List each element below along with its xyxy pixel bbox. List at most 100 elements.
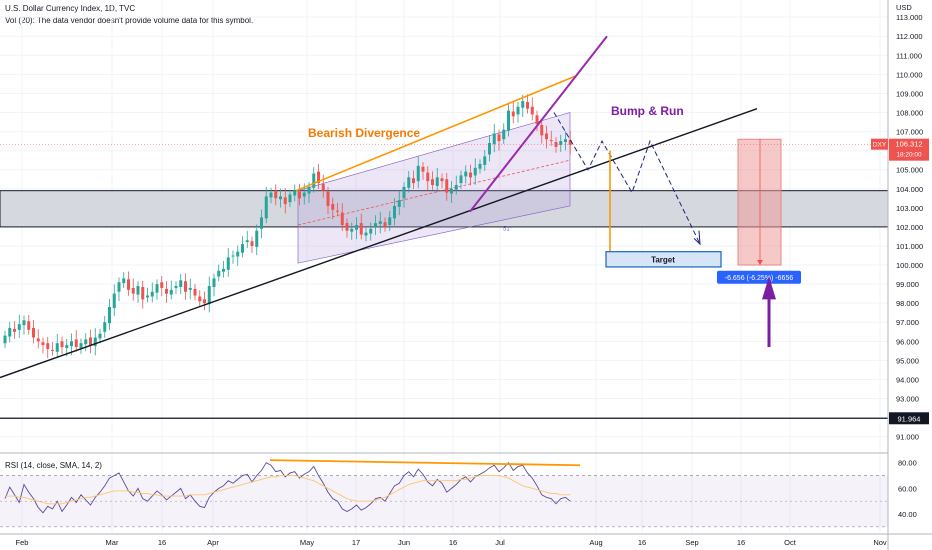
x-tick-label: 16 [449,538,457,547]
candle-body [388,217,392,225]
candle-body [317,171,320,184]
y-tick-label: 108.000 [896,109,923,118]
candle-body [492,133,496,144]
rsi-sma-line [5,475,571,505]
candle-body [150,291,154,297]
candle-body [369,228,373,234]
candle-body [454,184,458,190]
x-tick-label: Sep [685,538,698,547]
candle-body [502,129,506,140]
candle-body [51,349,54,351]
purple-arrow-head [762,276,776,300]
candle-body [478,163,482,169]
zones: 51° [0,112,889,266]
candle-body [359,223,363,235]
candle-body [27,321,31,330]
candle-body [383,222,387,227]
candle-body [146,295,149,298]
candle-body [165,288,168,294]
candle-body [488,143,491,155]
candle-body [112,293,116,308]
candle-body [469,172,472,178]
x-tick-label: Apr [207,538,219,547]
candle-body [22,320,26,326]
candle-body [279,196,282,200]
candle-body [131,287,135,294]
candle-body [245,240,249,243]
candle-body [293,190,297,196]
rsi-y-tick: 80.00 [898,459,917,468]
rsi-pane: RSI (14, close, SMA, 14, 2) [0,459,888,528]
bar-countdown: 18:20:00 [896,152,922,159]
candle-body [184,281,187,292]
candle-body [122,278,126,284]
candle-body [345,223,349,231]
candle-body [65,345,69,348]
y-tick-label: 111.000 [896,51,922,60]
candle-body [374,223,377,227]
candle-body [41,342,45,346]
candle-body [74,339,78,348]
y-tick-label: 94.000 [896,375,919,384]
y-tick-label: 101.000 [896,242,923,251]
candle-body [397,200,401,207]
y-tick-label: 104.000 [896,185,923,194]
candle-body [103,322,107,332]
drawings: Target -6.656 (-6.25%) -6656 Bearish Diver… [0,35,888,419]
candle-body [198,296,202,302]
y-tick-label: 91.000 [896,433,919,442]
symbol-tag: DXY [873,142,887,149]
candles [3,94,572,359]
projection-arrow [693,230,701,246]
candle-body [302,192,306,197]
candle-body [46,343,50,349]
rsi-y-tick: 60.00 [898,484,917,493]
candle-body [255,230,259,247]
x-tick-label: 16 [737,538,745,547]
candle-body [84,339,88,345]
candle-body [179,280,183,287]
candle-body [98,333,102,339]
y-tick-label: 100.000 [896,261,923,270]
x-tick-label: 17 [352,538,360,547]
candle-body [241,244,244,253]
candle-body [497,134,501,142]
candle-body [89,337,92,346]
bump-run-line [469,35,608,213]
candle-body [36,338,40,342]
candle-body [203,299,206,304]
candle-body [55,343,59,352]
candle-body [108,306,111,324]
candle-body [298,191,301,199]
candle-body [459,175,463,184]
divergence-line-rsi [269,459,581,467]
last-price-value: 106.312 [895,140,922,149]
x-tick-label: 16 [638,538,646,547]
candle-body [445,179,449,193]
y-tick-label: 110.000 [896,70,923,79]
candle-body [260,217,263,229]
candle-body [545,133,548,140]
candle-body [450,188,453,194]
volume-legend: Vol (20): The data vendor doesn't provid… [5,16,254,25]
x-tick-label: Oct [784,538,797,547]
candle-body [312,173,316,188]
candle-body [283,197,287,205]
candle-body [412,178,415,184]
symbol-legend: U.S. Dollar Currency Index, 1D, TVC [5,4,136,13]
candle-body [540,124,544,136]
candle-body [155,284,159,293]
candle-body [564,139,567,143]
candle-body [364,232,368,236]
y-tick-label: 113.000 [896,13,923,22]
candle-body [32,327,35,338]
candle-body [535,115,539,124]
candle-body [127,279,130,290]
candle-body [264,196,268,219]
y-tick-label: 103.000 [896,204,923,213]
projection-path [553,112,701,245]
candle-body [117,282,121,292]
candle-body [169,289,173,295]
candle-body [3,335,7,344]
